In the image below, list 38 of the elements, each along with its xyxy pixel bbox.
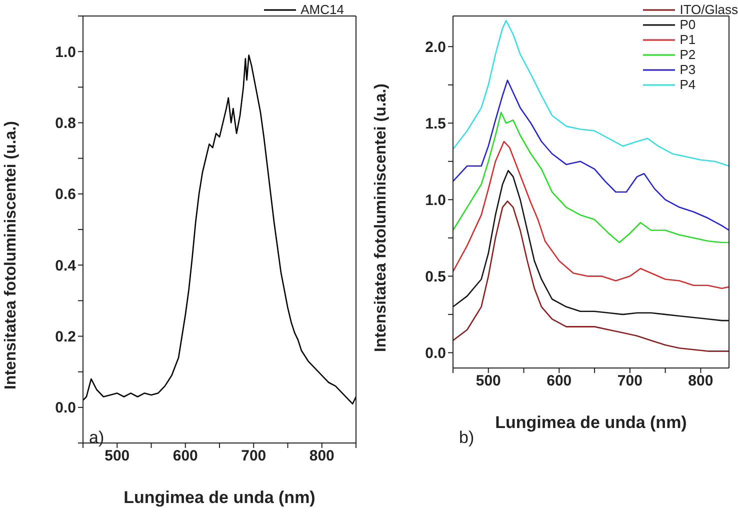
legend-label: P0 [680,17,696,32]
line-series [83,54,356,405]
legend-label: P3 [680,62,696,77]
line-series [453,200,729,352]
y-tick-label: 0.6 [55,186,76,204]
x-tick-label: 600 [546,372,572,390]
x-tick-label: 800 [688,372,714,390]
x-axis-title: Lungimea de unda (nm) [124,488,316,507]
x-tick-label: 600 [172,448,198,465]
legend-label: AMC14 [300,2,344,17]
y-axis-title: Intensitatea fotoluminiscentei (u.a.) [372,84,390,352]
y-tick-label: 0.4 [55,257,77,274]
y-tick-label: 0.0 [425,345,446,362]
y-tick-label: 1.0 [55,44,76,61]
text: b) [459,428,474,448]
line-series [453,20,729,167]
x-tick-label: 500 [104,448,130,465]
y-tick-label: 1.5 [425,115,446,132]
y-tick-label: 1.0 [425,192,446,209]
y-tick-label: 0.0 [55,400,76,417]
y-tick-label: 0.2 [55,328,76,346]
x-axis-title: Lungimea de unda (nm) [495,413,687,432]
legend-label: P1 [680,32,696,47]
line-series [453,80,729,231]
y-tick-label: 0.5 [425,268,446,286]
line-series [453,140,729,290]
legend-label: P2 [680,47,696,62]
y-axis-title: Intensitatea fotoluminiscentei (u.a.) [2,121,20,390]
y-tick-label: 2.0 [425,38,446,56]
x-tick-label: 500 [476,372,501,390]
x-tick-label: 800 [309,448,334,465]
line-series [453,112,729,244]
x-tick-label: 700 [241,448,266,465]
line-series [453,170,729,322]
x-tick-label: 700 [617,372,642,390]
legend-label: ITO/Glass [680,2,738,17]
y-tick-label: 0.8 [55,115,76,132]
legend-label: P4 [680,77,696,92]
